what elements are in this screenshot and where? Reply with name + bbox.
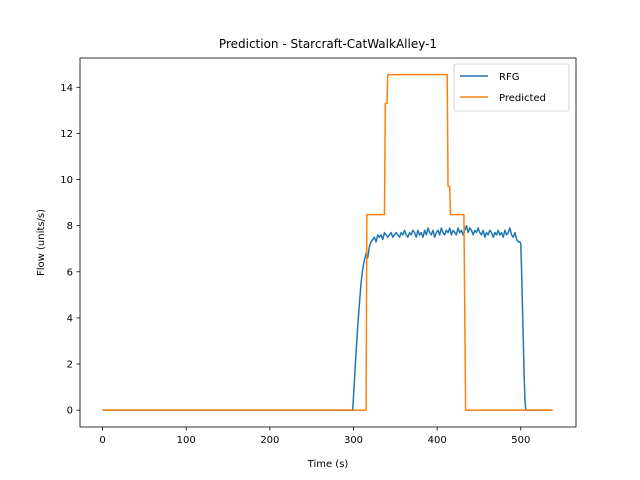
y-tick-label: 10 (60, 175, 73, 186)
x-tick-label: 100 (177, 435, 196, 446)
x-axis: 0 100 200 300 400 500 (99, 427, 530, 446)
y-tick-label: 0 (67, 406, 73, 417)
x-axis-label: Time (s) (307, 459, 349, 470)
x-tick-label: 500 (511, 435, 530, 446)
x-tick-label: 200 (260, 435, 279, 446)
x-tick-label: 400 (428, 435, 447, 446)
y-tick-label: 4 (67, 313, 73, 324)
y-tick-label: 6 (67, 267, 73, 278)
y-axis-label: Flow (units/s) (36, 209, 47, 276)
y-tick-label: 2 (67, 360, 73, 371)
x-tick-label: 300 (344, 435, 363, 446)
legend-label-predicted: Predicted (499, 93, 546, 104)
chart-title: Prediction - Starcraft-CatWalkAlley-1 (219, 37, 437, 51)
series-line-predicted (102, 73, 553, 411)
series-line-rfg (102, 224, 553, 411)
legend-label-rfg: RFG (499, 72, 519, 83)
y-tick-label: 12 (60, 129, 73, 140)
series-layer (102, 73, 553, 411)
legend: RFG Predicted (453, 63, 570, 112)
y-tick-label: 14 (60, 83, 73, 94)
plot-frame (79, 57, 577, 428)
y-axis: 0 2 4 6 8 10 12 14 (60, 83, 80, 417)
y-tick-label: 8 (67, 221, 73, 232)
x-tick-label: 0 (99, 435, 105, 446)
